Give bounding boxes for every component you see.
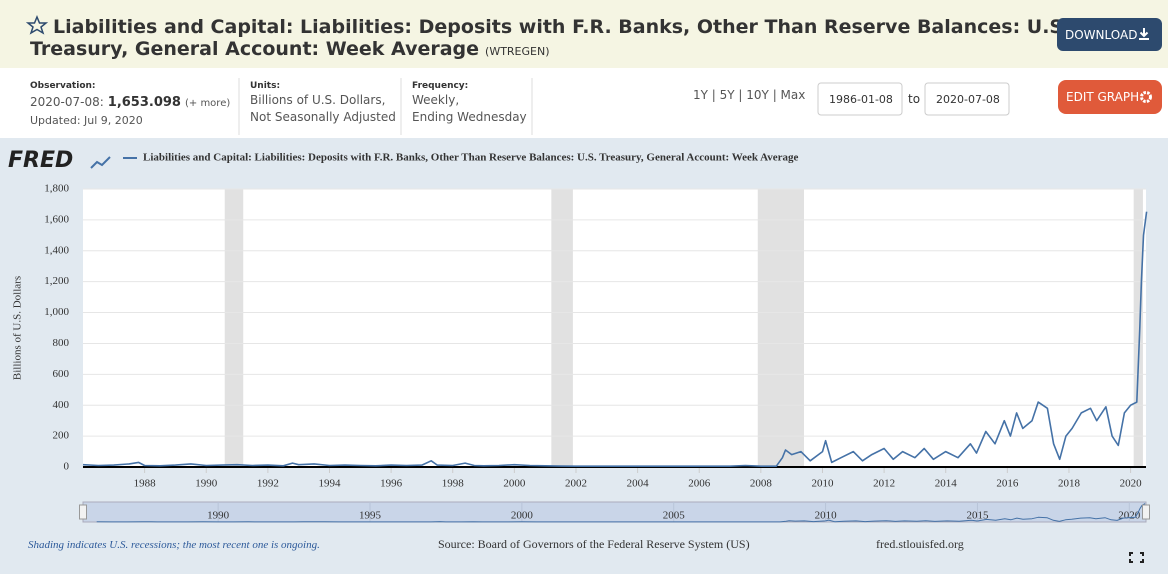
label: Observation: <box>30 81 96 91</box>
recession-shade <box>224 189 244 467</box>
y-tick-label: 600 <box>53 368 70 380</box>
x-tick-label: 2004 <box>627 478 650 490</box>
x-tick-label: 2016 <box>996 478 1019 490</box>
navigator-tick-label: 1995 <box>359 510 382 522</box>
units: Billions of U.S. Dollars, <box>250 93 385 107</box>
y-tick-label: 1,800 <box>44 183 69 195</box>
edit-graph-label: EDIT GRAPH <box>1066 90 1139 104</box>
recession-shade <box>757 189 804 467</box>
fullscreen-icon[interactable] <box>1129 552 1144 563</box>
navigator-tick-label: 1990 <box>207 510 230 522</box>
x-tick-label: 1988 <box>134 478 157 490</box>
x-tick-label: 2020 <box>1120 478 1143 490</box>
navigator-line <box>96 503 1146 523</box>
navigator-handle[interactable] <box>79 504 87 520</box>
favorite-star[interactable] <box>25 15 49 35</box>
x-tick-label: 2012 <box>873 478 895 490</box>
title-line: Liabilities and Capital: Liabilities: De… <box>53 16 1070 38</box>
x-tick-label: 1990 <box>195 478 218 490</box>
y-tick-label: 1,400 <box>44 244 69 256</box>
series-id: (WTREGEN) <box>485 45 549 58</box>
download-icon <box>1139 28 1149 40</box>
navigator-tick-label: 2010 <box>815 510 838 522</box>
x-tick-label: 2002 <box>565 478 587 490</box>
updated: Updated: Jul 9, 2020 <box>30 114 143 127</box>
y-tick-label: 1,200 <box>44 275 69 287</box>
gear-icon <box>1140 91 1152 103</box>
date-from: 1986-01-08 <box>829 93 893 106</box>
source: Source: Board of Governors of the Federa… <box>438 537 750 551</box>
site: fred.stlouisfed.org <box>876 537 964 551</box>
x-tick-label: 2018 <box>1058 478 1081 490</box>
x-tick-label: 1996 <box>380 478 403 490</box>
frequency: Ending Wednesday <box>412 110 527 124</box>
recession-shade <box>551 189 573 467</box>
edit-graph-button[interactable] <box>1058 80 1162 114</box>
footnote: Shading indicates U.S. recessions; the m… <box>28 539 320 551</box>
x-tick-label: 2000 <box>503 478 526 490</box>
navigator-tick-label: 2005 <box>663 510 686 522</box>
download-button[interactable] <box>1057 18 1162 51</box>
label: Units: <box>250 81 280 91</box>
more-link[interactable]: (+ more) <box>185 98 230 109</box>
plot-area <box>83 189 1146 467</box>
observation: 2020-07-08: 1,653.098 (+ more) <box>30 95 230 110</box>
title-text: Treasury, General Account: Week Average <box>30 38 479 60</box>
y-tick-label: 200 <box>53 430 70 442</box>
y-tick-label: 1,000 <box>44 306 69 318</box>
fred-logo: FRED <box>8 148 73 173</box>
date-to: 2020-07-08 <box>936 93 1000 106</box>
units: Not Seasonally Adjusted <box>250 110 396 124</box>
range-links[interactable]: 1Y | 5Y | 10Y | Max <box>693 88 805 102</box>
date: 2020-07-08: <box>30 95 104 109</box>
x-tick-label: 1994 <box>318 478 341 490</box>
recession-shade <box>1133 189 1143 467</box>
date-input[interactable] <box>924 82 1010 116</box>
download-label: DOWNLOAD <box>1065 28 1137 42</box>
chart: 0 200 400 600 800 1,000 1,200 1,400 1,600 1,800 19… <box>12 152 1150 523</box>
navigator-tick-label: 2015 <box>966 510 989 522</box>
x-tick-label: 2014 <box>935 478 958 490</box>
y-tick-label: 0 <box>64 461 70 473</box>
y-axis-label: Billions of U.S. Dollars <box>12 276 24 380</box>
header-band <box>0 0 1168 68</box>
label: Frequency: <box>412 81 468 91</box>
y-tick-label: 800 <box>53 337 70 349</box>
x-tick-label: 2008 <box>750 478 773 490</box>
title-line: Treasury, General Account: Week Average (… <box>30 38 550 60</box>
legend-label: Liabilities and Capital: Liabilities: De… <box>143 152 799 164</box>
value: 1,653.098 <box>108 95 181 110</box>
navigator-tick-label: 2000 <box>511 510 534 522</box>
navigator-handle[interactable] <box>1142 504 1150 520</box>
series-line <box>82 211 1148 467</box>
frequency: Weekly, <box>412 93 459 107</box>
x-tick-label: 1998 <box>442 478 465 490</box>
to-label: to <box>908 92 920 106</box>
x-tick-label: 2006 <box>688 478 711 490</box>
date-input[interactable] <box>817 82 903 116</box>
x-tick-label: 2010 <box>811 478 834 490</box>
y-tick-label: 1,600 <box>44 213 69 225</box>
navigator-tick-label: 2020 <box>1118 510 1141 522</box>
y-tick-label: 400 <box>53 399 70 411</box>
logo-icon <box>90 156 111 169</box>
x-tick-label: 1992 <box>257 478 279 490</box>
